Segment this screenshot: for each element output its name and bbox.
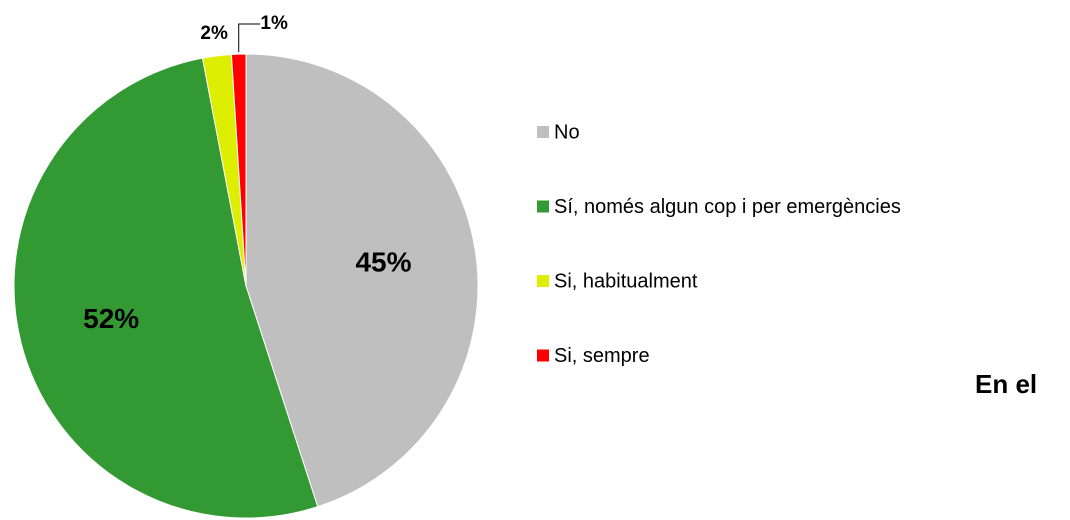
legend-label: Si, sempre [554,345,650,367]
leader-line [238,23,261,53]
legend-label: Si, habitualment [554,270,698,292]
pie-slice [230,53,247,287]
legend-swatch [537,349,549,362]
pie-slice [245,53,479,508]
data-label: 2% [200,23,228,44]
legend-label: No [554,121,580,143]
legend-swatch [537,126,549,138]
pie-slice [13,57,319,519]
legend-swatch [537,200,549,213]
data-label: 1% [260,13,288,34]
data-label: 45% [355,247,411,278]
data-label: 52% [83,303,139,334]
legend-label: Sí, només algun cop i per emergències [554,196,901,218]
legend-swatch [537,275,549,287]
annotation: En el [975,369,1037,399]
